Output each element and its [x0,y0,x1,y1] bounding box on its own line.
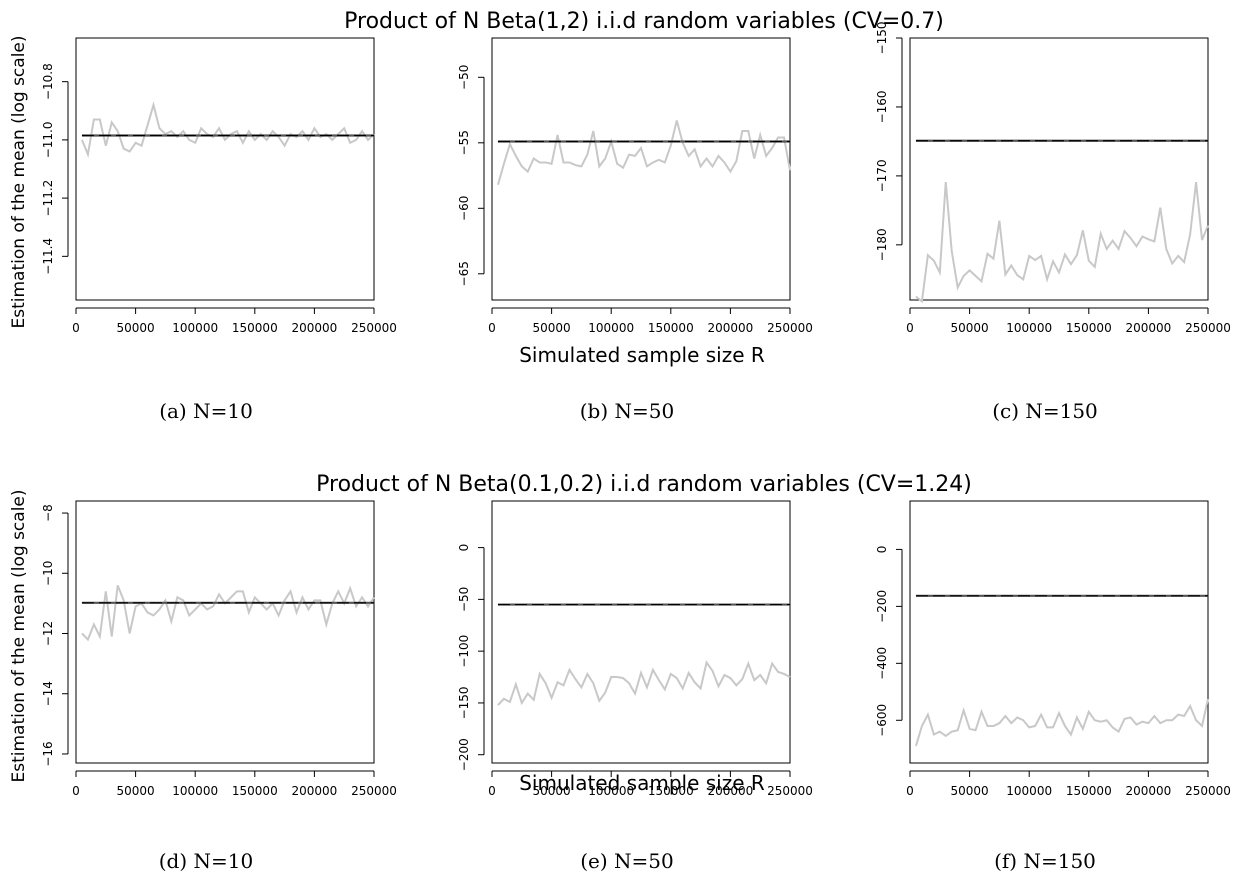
row-title-bottom: Product of N Beta(0.1,0.2) i.i.d random … [316,472,972,497]
y-tick-label: −200 [457,738,471,771]
x-tick-label: 100000 [588,321,634,335]
x-tick-label: 200000 [291,321,337,335]
x-tick-label: 50000 [951,321,989,335]
estimate-series-line [915,698,1209,747]
x-tick-label: 0 [488,784,496,798]
plot-frame [491,37,791,301]
y-tick-label: −10.8 [41,63,55,100]
y-tick-label: −150 [457,686,471,719]
caption-d: (d) N=10 [159,849,253,873]
caption-f: (f) N=150 [994,849,1096,873]
x-tick-label: 200000 [1125,784,1171,798]
y-tick-label: −8 [41,504,55,522]
y-tick-label: −600 [875,704,889,737]
x-tick-label: 250000 [351,784,397,798]
estimate-series-line [81,584,375,642]
x-tick-label: 150000 [648,321,694,335]
plot-frame [75,500,375,764]
x-tick-label: 100000 [172,784,218,798]
y-tick-label: 0 [875,546,889,554]
y-tick-label: −10 [41,561,55,586]
plot-frame [491,500,791,764]
x-tick-label: 0 [488,321,496,335]
caption-b: (b) N=50 [580,399,674,423]
x-tick-label: 250000 [767,784,813,798]
x-tick-label: 50000 [533,321,571,335]
y-tick-label: −180 [875,228,889,261]
x-tick-label: 200000 [707,321,753,335]
plot-frame [75,37,375,301]
y-tick-label: 0 [457,544,471,552]
caption-e: (e) N=50 [580,849,674,873]
x-tick-label: 250000 [351,321,397,335]
x-axis-label-bottom: Simulated sample size R [519,771,765,795]
x-tick-label: 150000 [1066,321,1112,335]
chart-panel-2: 0 50000 100000 150000 200000 250000 −50 −55 −60 −… [457,37,813,335]
chart-panel-6: 0 50000 100000 150000 200000 250000 0 −200 −400 −… [875,500,1231,798]
estimate-series-line [915,181,1209,304]
plot-frame [909,37,1209,301]
estimate-series-line [497,660,791,706]
y-tick-label: −55 [457,130,471,155]
caption-c: (c) N=150 [992,399,1098,423]
y-tick-label: −14 [41,681,55,706]
row-title-top: Product of N Beta(1,2) i.i.d random vari… [344,9,944,34]
estimate-series-line [496,120,791,185]
y-axis-label-bottom: Estimation of the mean (log scale) [9,489,29,782]
caption-a: (a) N=10 [159,399,253,423]
estimate-series-line [81,101,375,159]
x-tick-label: 150000 [232,321,278,335]
y-tick-label: −11.2 [41,180,55,217]
y-tick-label: −12 [41,621,55,646]
x-tick-label: 150000 [648,784,694,798]
x-tick-label: 200000 [291,784,337,798]
x-tick-label: 250000 [767,321,813,335]
y-tick-label: −160 [875,90,889,123]
y-tick-label: −150 [875,22,889,55]
x-tick-label: 100000 [1006,784,1052,798]
y-tick-label: −11.0 [41,121,55,158]
x-tick-label: 150000 [1066,784,1112,798]
y-tick-label: −65 [457,261,471,286]
x-tick-label: 250000 [1185,321,1231,335]
y-tick-label: −50 [457,587,471,612]
x-tick-label: 50000 [117,321,155,335]
x-tick-label: 0 [906,321,914,335]
x-tick-label: 100000 [1006,321,1052,335]
y-tick-label: −50 [457,65,471,90]
y-tick-label: −60 [457,196,471,221]
y-tick-label: −100 [457,635,471,668]
x-tick-label: 0 [906,784,914,798]
x-tick-label: 250000 [1185,784,1231,798]
y-tick-label: −170 [875,159,889,192]
chart-panel-4: 0 50000 100000 150000 200000 250000 −8 −10 −12 −1… [41,500,397,798]
x-tick-label: 0 [72,784,80,798]
x-axis-label-top: Simulated sample size R [519,343,765,367]
x-tick-label: 100000 [588,784,634,798]
x-tick-label: 50000 [951,784,989,798]
y-axis-label-top: Estimation of the mean (log scale) [9,35,29,328]
x-tick-label: 50000 [117,784,155,798]
plot-frame [909,500,1209,764]
x-tick-label: 150000 [232,784,278,798]
y-tick-label: −11.4 [41,238,55,275]
x-tick-label: 100000 [172,321,218,335]
x-tick-label: 200000 [707,784,753,798]
chart-panel-5: 0 50000 100000 150000 200000 250000 0 −50 −100 −1… [457,500,813,798]
x-tick-label: 200000 [1125,321,1171,335]
y-tick-label: −200 [875,590,889,623]
panels: 0 50000 100000 150000 200000 250000 −10.8 −11.0… [41,22,1231,798]
x-tick-label: 0 [72,321,80,335]
y-tick-label: −400 [875,647,889,680]
x-tick-label: 50000 [533,784,571,798]
y-tick-label: −16 [41,741,55,766]
chart-panel-3: 0 50000 100000 150000 200000 250000 −150 −160 −1… [875,22,1231,335]
chart-panel-1: 0 50000 100000 150000 200000 250000 −10.8 −11.0… [41,37,397,335]
